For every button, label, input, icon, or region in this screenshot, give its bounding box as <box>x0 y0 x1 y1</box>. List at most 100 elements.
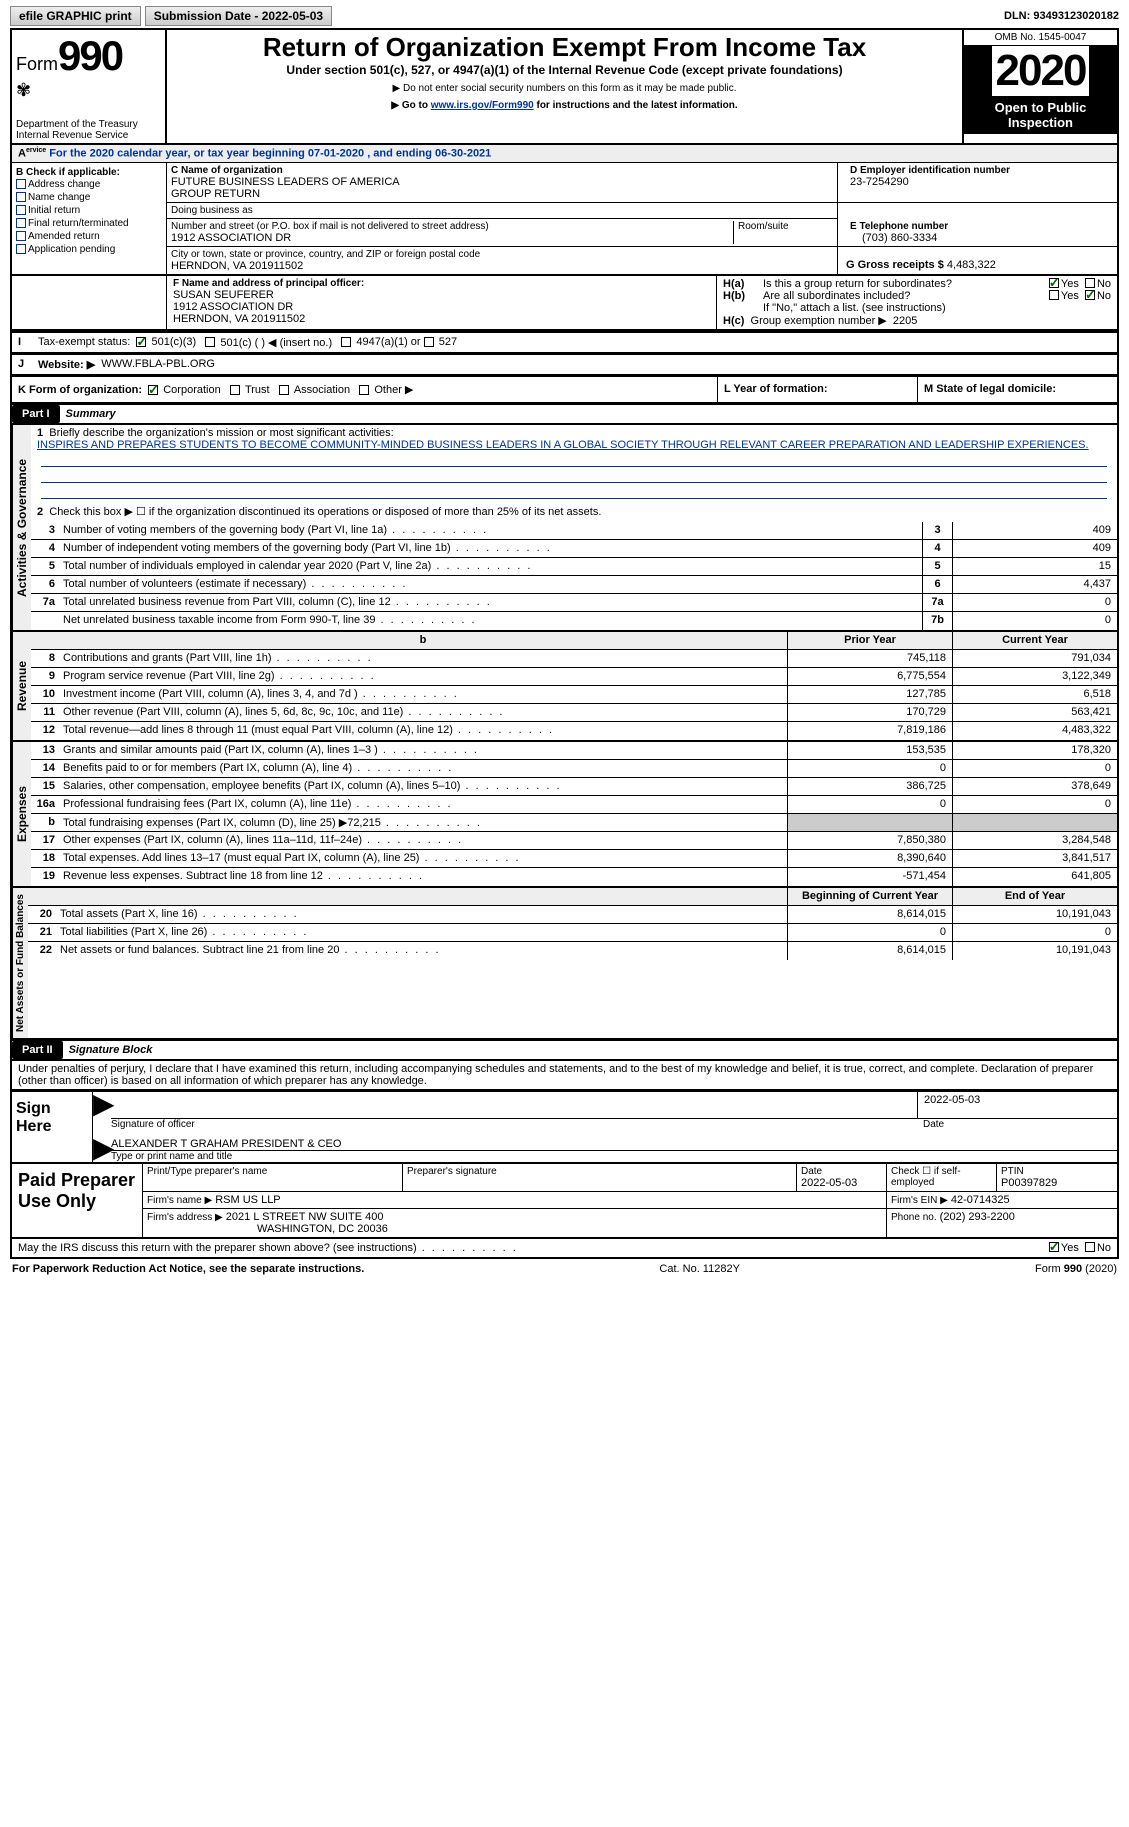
firm-ein-label: Firm's EIN ▶ <box>891 1195 948 1206</box>
line-num: 8 <box>31 650 59 667</box>
top-button-bar: efile GRAPHIC print Submission Date - 20… <box>10 6 1119 26</box>
prep-name-label: Print/Type preparer's name <box>147 1166 398 1177</box>
chk-corp[interactable] <box>148 385 158 395</box>
opt-4947: 4947(a)(1) or <box>356 336 420 348</box>
ha-yes-checkbox[interactable] <box>1049 278 1059 288</box>
dln-value: 93493123020182 <box>1033 10 1119 22</box>
line-desc: Total liabilities (Part X, line 26) <box>56 924 787 941</box>
chk-527[interactable] <box>424 337 434 347</box>
line-num: b <box>31 814 59 831</box>
line-desc: Total unrelated business revenue from Pa… <box>59 594 922 611</box>
sig-date: 2022-05-03 <box>917 1092 1117 1118</box>
line-desc: Grants and similar amounts paid (Part IX… <box>59 742 787 759</box>
prior-value: 153,535 <box>787 742 952 759</box>
line-num: 9 <box>31 668 59 685</box>
hdr-begin: Beginning of Current Year <box>787 888 952 905</box>
chk-address-change[interactable]: Address change <box>28 179 100 190</box>
prior-value: 0 <box>787 796 952 813</box>
chk-app-pending[interactable]: Application pending <box>28 244 115 255</box>
curr-value: 563,421 <box>952 704 1117 721</box>
opt-assoc: Association <box>294 384 350 396</box>
website-value: WWW.FBLA-PBL.ORG <box>101 358 215 370</box>
officer-printed-name: ALEXANDER T GRAHAM PRESIDENT & CEO <box>111 1138 1117 1151</box>
prior-value: 7,819,186 <box>787 722 952 740</box>
line-desc: Program service revenue (Part VIII, line… <box>59 668 787 685</box>
line-num: 19 <box>31 868 59 886</box>
discuss-label: May the IRS discuss this return with the… <box>18 1242 1049 1254</box>
line-desc: Net unrelated business taxable income fr… <box>59 612 922 630</box>
firm-addr-label: Firm's address ▶ <box>147 1212 223 1223</box>
line-value: 0 <box>952 594 1117 611</box>
efile-print-button[interactable]: efile GRAPHIC print <box>10 6 141 26</box>
dln: DLN: 93493123020182 <box>1004 10 1119 22</box>
chk-4947[interactable] <box>341 337 351 347</box>
line-value: 15 <box>952 558 1117 575</box>
line-num: 15 <box>31 778 59 795</box>
line-num: 4 <box>31 540 59 557</box>
prior-value: 0 <box>787 760 952 777</box>
box-g-label: G Gross receipts $ <box>846 259 944 271</box>
submission-date-label: Submission Date - <box>154 9 259 23</box>
line-value: 409 <box>952 522 1117 539</box>
line-num: 14 <box>31 760 59 777</box>
line-desc: Total revenue—add lines 8 through 11 (mu… <box>59 722 787 740</box>
firm-phone: (202) 293-2200 <box>940 1211 1015 1223</box>
line-num: 17 <box>31 832 59 849</box>
opt-other: Other ▶ <box>374 384 413 396</box>
line-num: 18 <box>31 850 59 867</box>
street-label: Number and street (or P.O. box if mail i… <box>171 221 733 232</box>
chk-trust[interactable] <box>230 385 240 395</box>
officer-name: SUSAN SEUFERER <box>173 289 710 301</box>
org-name: FUTURE BUSINESS LEADERS OF AMERICA GROUP… <box>171 176 833 200</box>
row-j-label: Website: ▶ <box>38 358 95 371</box>
instructions-link-line: ▶ Go to www.irs.gov/Form990 for instruct… <box>175 100 954 111</box>
hb-no-checkbox[interactable] <box>1085 290 1095 300</box>
line-value: 4,437 <box>952 576 1117 593</box>
chk-501c3[interactable] <box>136 337 146 347</box>
chk-other[interactable] <box>359 385 369 395</box>
box-f-label: F Name and address of principal officer: <box>173 278 710 289</box>
prep-date: 2022-05-03 <box>801 1177 882 1189</box>
row-i-label: Tax-exempt status: <box>38 336 130 348</box>
chk-assoc[interactable] <box>279 385 289 395</box>
line-num: 16a <box>31 796 59 813</box>
hdr-curr: Current Year <box>952 632 1117 649</box>
chk-final-return[interactable]: Final return/terminated <box>28 218 129 229</box>
discuss-yes-checkbox[interactable] <box>1049 1242 1059 1252</box>
officer-name-label: Type or print name and title <box>111 1151 1117 1162</box>
line-box: 5 <box>922 558 952 575</box>
hb-yes-checkbox[interactable] <box>1049 290 1059 300</box>
dept-treasury: Department of the Treasury Internal Reve… <box>16 119 161 141</box>
chk-initial-return[interactable]: Initial return <box>28 205 80 216</box>
curr-value: 3,841,517 <box>952 850 1117 867</box>
tax-year-span: For the 2020 calendar year, or tax year … <box>49 148 491 160</box>
chk-name-change[interactable]: Name change <box>28 192 90 203</box>
curr-value: 10,191,043 <box>952 906 1117 923</box>
line-num: 10 <box>31 686 59 703</box>
line-desc: Number of independent voting members of … <box>59 540 922 557</box>
hdr-end: End of Year <box>952 888 1117 905</box>
chk-amended[interactable]: Amended return <box>28 231 100 242</box>
prior-value: 127,785 <box>787 686 952 703</box>
firm-ein: 42-0714325 <box>951 1194 1010 1206</box>
footer-mid: Cat. No. 11282Y <box>659 1263 740 1275</box>
discuss-no-checkbox[interactable] <box>1085 1242 1095 1252</box>
prior-value: -571,454 <box>787 868 952 886</box>
line-desc: Revenue less expenses. Subtract line 18 … <box>59 868 787 886</box>
part1-tab: Part I <box>12 405 60 423</box>
line-desc: Total assets (Part X, line 16) <box>56 906 787 923</box>
firm-phone-label: Phone no. <box>891 1212 937 1223</box>
box-e-label: E Telephone number <box>842 221 1113 232</box>
sig-date-label: Date <box>917 1119 1117 1130</box>
ptin-label: PTIN <box>1001 1166 1113 1177</box>
irs-link[interactable]: www.irs.gov/Form990 <box>431 100 534 111</box>
curr-value: 178,320 <box>952 742 1117 759</box>
prior-value: 8,390,640 <box>787 850 952 867</box>
submission-date-button[interactable]: Submission Date - 2022-05-03 <box>145 6 332 26</box>
curr-value: 10,191,043 <box>952 942 1117 960</box>
curr-value: 0 <box>952 796 1117 813</box>
ha-label: Is this a group return for subordinates? <box>763 278 1049 290</box>
prior-value: 8,614,015 <box>787 906 952 923</box>
hc-label: Group exemption number ▶ <box>751 315 887 327</box>
chk-501c[interactable] <box>205 337 215 347</box>
